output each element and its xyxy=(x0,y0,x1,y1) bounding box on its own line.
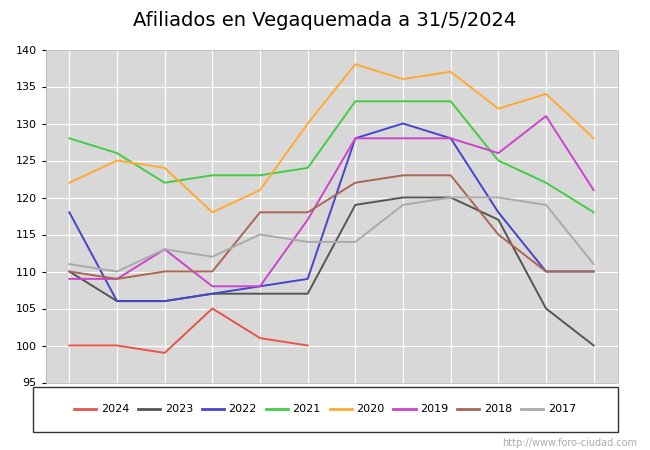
Text: http://www.foro-ciudad.com: http://www.foro-ciudad.com xyxy=(502,438,637,448)
FancyBboxPatch shape xyxy=(32,387,617,432)
Legend: 2024, 2023, 2022, 2021, 2020, 2019, 2018, 2017: 2024, 2023, 2022, 2021, 2020, 2019, 2018… xyxy=(70,400,580,419)
Text: Afiliados en Vegaquemada a 31/5/2024: Afiliados en Vegaquemada a 31/5/2024 xyxy=(133,11,517,30)
